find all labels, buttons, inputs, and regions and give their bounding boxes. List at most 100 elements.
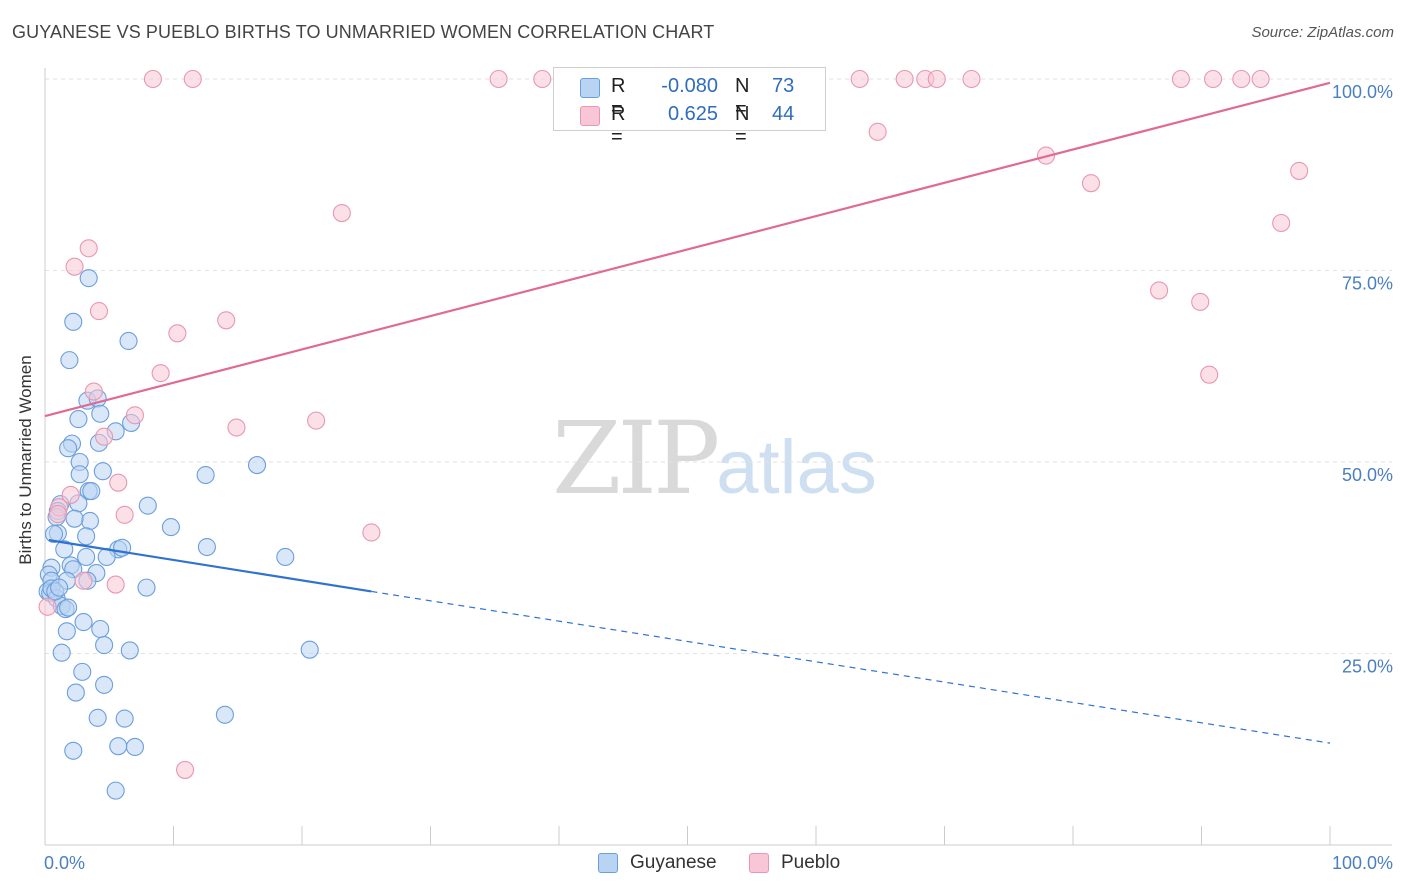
guyanese-point — [95, 636, 114, 655]
pueblo-point — [1204, 69, 1223, 89]
pueblo-trend-line — [44, 81, 1331, 418]
pueblo-point — [1290, 161, 1309, 180]
guyanese-point — [109, 737, 128, 756]
guyanese-point — [276, 547, 295, 567]
pueblo-point — [106, 575, 125, 594]
r-label: R = — [611, 103, 626, 148]
pueblo-point — [227, 418, 246, 437]
pueblo-point — [176, 760, 195, 779]
pueblo-point — [1171, 69, 1190, 89]
pueblo-point — [115, 505, 134, 524]
guyanese-point — [247, 456, 267, 475]
data-points — [38, 69, 1309, 800]
guyanese-point — [69, 410, 88, 429]
pueblo-point — [48, 505, 67, 524]
guyanese-point — [120, 641, 139, 660]
pueblo-point — [533, 69, 552, 89]
guyanese-point — [95, 675, 114, 694]
x-tick-label-end: 100.0% — [1332, 853, 1393, 873]
n-value: 73 — [772, 75, 795, 97]
guyanese-swatch — [580, 78, 600, 98]
guyanese-point — [197, 537, 216, 557]
pueblo-point — [125, 406, 144, 425]
pueblo-point — [1200, 365, 1219, 384]
watermark-zip: ZIP — [552, 400, 720, 517]
pueblo-point — [362, 523, 381, 542]
guyanese-point — [196, 465, 215, 485]
r-value: 0.625 — [667, 103, 718, 125]
pueblo-point — [895, 69, 914, 89]
r-label: R = — [611, 75, 626, 120]
pueblo-point — [79, 239, 98, 258]
y-tick-label-75: 75.0% — [1342, 274, 1393, 294]
pueblo-point — [89, 302, 109, 321]
guyanese-point — [74, 613, 93, 632]
y-tick-label-100: 100.0% — [1332, 82, 1393, 102]
legend-label-pueblo: Pueblo — [781, 852, 841, 873]
guyanese-point — [52, 643, 71, 662]
watermark: ZIPatlas — [552, 400, 877, 517]
guyanese-point — [60, 351, 79, 370]
guyanese-point — [64, 741, 83, 760]
guyanese-point — [215, 705, 234, 724]
pueblo-point — [927, 69, 946, 89]
guyanese-point — [82, 482, 101, 501]
pueblo-point — [151, 364, 170, 383]
pueblo-point — [307, 411, 326, 430]
guyanese-trend-extension — [371, 590, 1331, 744]
pueblo-point — [95, 427, 114, 446]
guyanese-point — [44, 524, 64, 544]
pueblo-point — [183, 69, 202, 89]
pueblo-point — [1191, 292, 1210, 311]
source-credit: Source: ZipAtlas.com — [1251, 24, 1394, 41]
chart-title: GUYANESE VS PUEBLO BIRTHS TO UNMARRIED W… — [12, 22, 715, 42]
guyanese-point — [125, 737, 144, 757]
guyanese-point — [65, 509, 84, 528]
guyanese-point — [106, 781, 125, 800]
tick-labels: 25.0% 50.0% 75.0% 100.0% 0.0% 100.0% — [44, 82, 1393, 873]
guyanese-point — [300, 640, 319, 659]
guyanese-point — [64, 312, 83, 331]
pueblo-point — [61, 485, 80, 504]
pueblo-point — [168, 324, 187, 343]
pueblo-point — [868, 122, 887, 141]
guyanese-point — [161, 518, 180, 537]
pueblo-point — [84, 382, 103, 401]
guyanese-point — [59, 598, 78, 617]
pueblo-point — [332, 204, 351, 223]
pueblo-point — [109, 473, 128, 492]
guyanese-point — [137, 578, 156, 597]
gridlines — [45, 78, 1392, 654]
pueblo-point — [217, 311, 236, 330]
guyanese-point — [77, 527, 96, 546]
pueblo-point — [1232, 69, 1251, 89]
guyanese-point — [50, 578, 69, 597]
guyanese-point — [66, 683, 85, 702]
pueblo-point — [850, 69, 869, 89]
legend-label-guyanese: Guyanese — [630, 852, 717, 873]
pueblo-point — [1251, 69, 1270, 89]
pueblo-point — [1150, 281, 1169, 300]
guyanese-point — [115, 709, 134, 728]
guyanese-point — [93, 462, 112, 481]
guyanese-swatch — [598, 853, 618, 873]
n-value: 44 — [772, 103, 795, 125]
pueblo-point — [1081, 174, 1101, 193]
x-tick-label-start: 0.0% — [44, 853, 85, 873]
guyanese-point — [77, 547, 96, 567]
watermark-atlas: atlas — [716, 425, 877, 510]
y-tick-label-50: 50.0% — [1342, 465, 1393, 485]
guyanese-point — [88, 708, 107, 727]
guyanese-point — [55, 540, 74, 559]
pueblo-swatch — [580, 106, 600, 126]
y-tick-label-25: 25.0% — [1342, 657, 1393, 677]
pueblo-point — [74, 571, 93, 590]
guyanese-point — [70, 465, 89, 484]
guyanese-point — [91, 404, 110, 423]
pueblo-point — [489, 69, 508, 89]
correlation-legend: R = -0.080 N = 73 R = 0.625 N = 44 — [553, 67, 826, 148]
guyanese-point — [119, 331, 138, 351]
pueblo-swatch — [749, 853, 769, 873]
axes — [44, 68, 1392, 846]
